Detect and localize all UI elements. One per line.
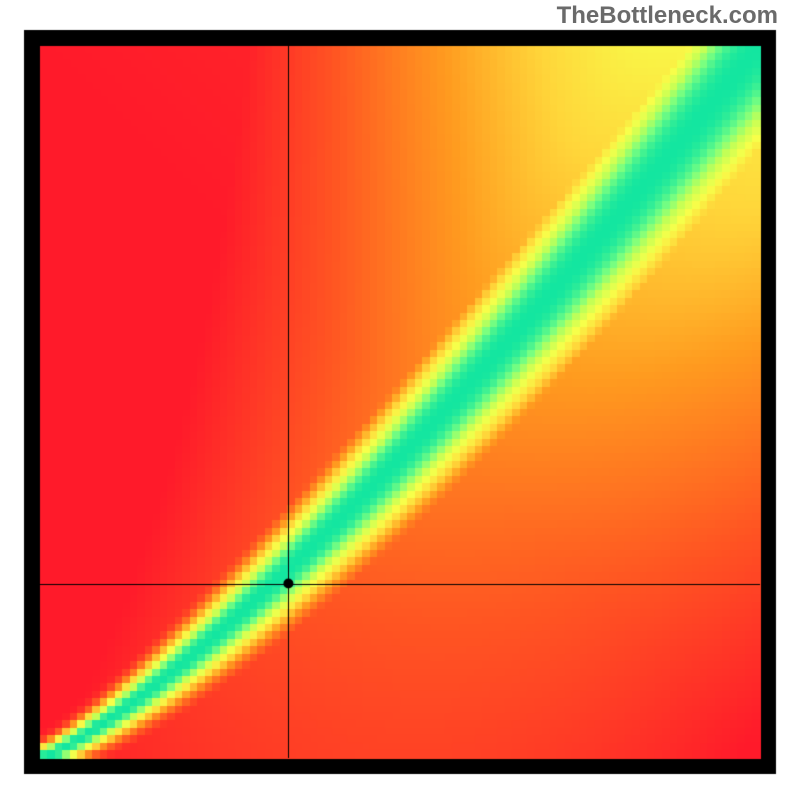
bottleneck-heatmap	[0, 0, 800, 800]
chart-container: { "canvas": { "width": 800, "height": 80…	[0, 0, 800, 800]
watermark-text: TheBottleneck.com	[557, 2, 778, 30]
